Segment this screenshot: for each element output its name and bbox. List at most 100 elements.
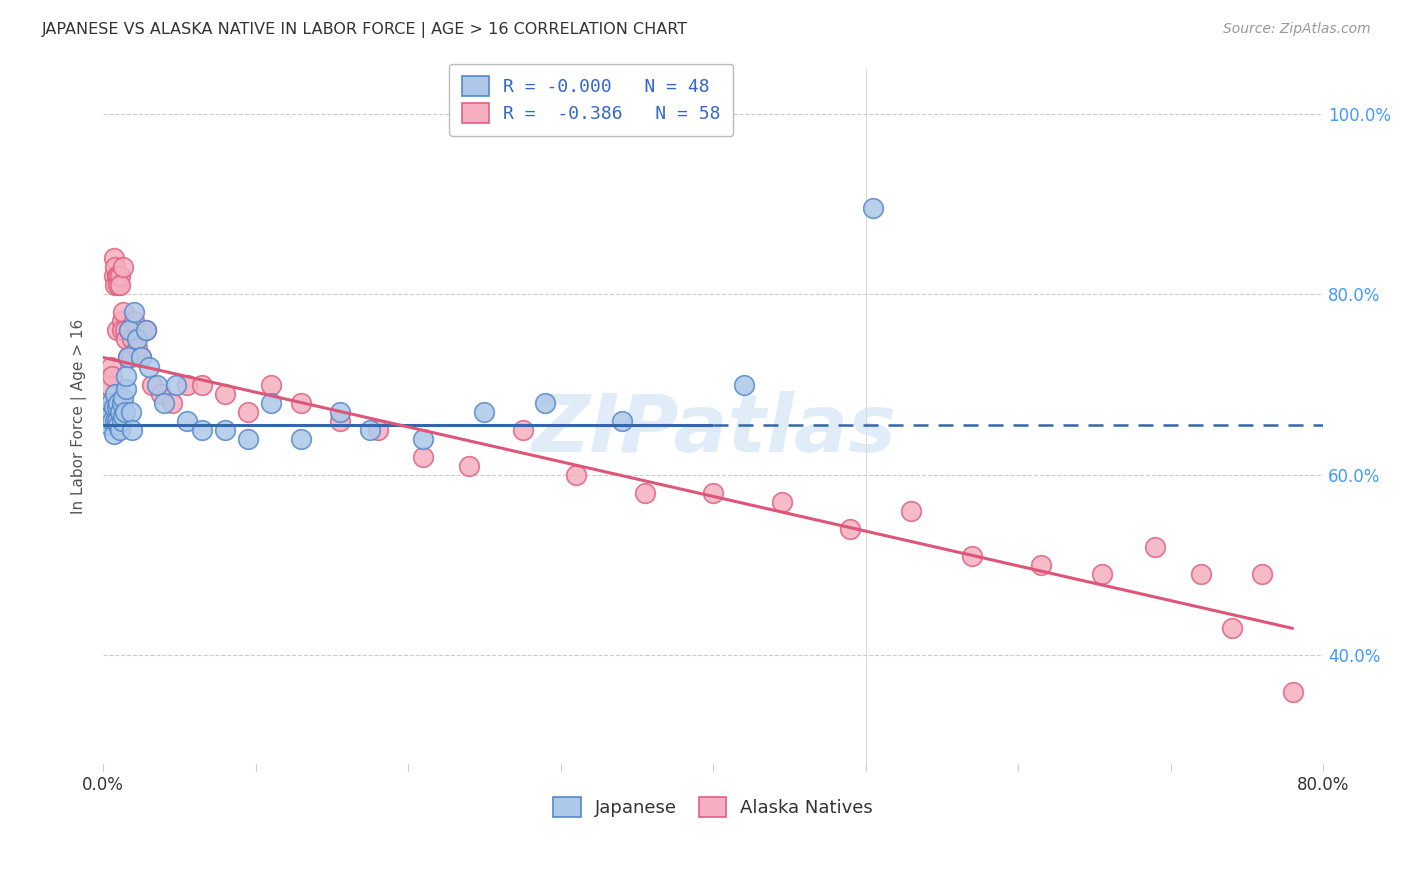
Point [135, 323, 157, 337]
Point [236, 404, 259, 418]
Point [141, 377, 163, 392]
Point [115, 382, 138, 396]
Point [121, 333, 143, 347]
Point [214, 386, 236, 401]
Point [121, 423, 143, 437]
Point [112, 260, 135, 275]
Point [101, 414, 124, 428]
Point [125, 333, 148, 347]
Point [1189, 567, 1212, 582]
Point [105, 269, 128, 284]
Point [1091, 567, 1114, 582]
Point [118, 323, 141, 337]
Point [107, 278, 129, 293]
Point [135, 323, 157, 337]
Point [191, 377, 214, 392]
Point [702, 486, 724, 500]
Point [165, 377, 187, 392]
Text: JAPANESE VS ALASKA NATIVE IN LABOR FORCE | AGE > 16 CORRELATION CHART: JAPANESE VS ALASKA NATIVE IN LABOR FORCE… [42, 22, 689, 38]
Point [565, 467, 588, 482]
Point [107, 269, 129, 284]
Point [260, 395, 283, 409]
Point [107, 395, 129, 409]
Point [104, 260, 127, 275]
Point [105, 414, 128, 428]
Point [97, 377, 120, 392]
Point [150, 386, 173, 401]
Point [103, 251, 125, 265]
Point [359, 423, 381, 437]
Point [367, 423, 389, 437]
Point [191, 423, 214, 437]
Point [110, 314, 132, 328]
Point [1029, 558, 1052, 573]
Point [114, 323, 136, 337]
Point [160, 395, 183, 409]
Point [839, 522, 862, 536]
Point [131, 351, 153, 365]
Point [120, 351, 142, 365]
Text: ZIPatlas: ZIPatlas [530, 391, 896, 469]
Point [103, 400, 125, 414]
Point [108, 404, 131, 418]
Point [122, 305, 145, 319]
Text: Source: ZipAtlas.com: Source: ZipAtlas.com [1223, 22, 1371, 37]
Point [96, 404, 118, 418]
Point [117, 351, 139, 365]
Point [412, 432, 434, 446]
Point [110, 414, 132, 428]
Point [1281, 684, 1303, 698]
Point [733, 377, 755, 392]
Point [534, 395, 557, 409]
Point [138, 359, 160, 374]
Point [900, 504, 922, 518]
Point [108, 278, 131, 293]
Point [112, 409, 135, 424]
Point [770, 495, 793, 509]
Point [105, 400, 128, 414]
Point [117, 351, 139, 365]
Point [103, 427, 125, 442]
Point [115, 368, 138, 383]
Point [108, 269, 131, 284]
Point [118, 323, 141, 337]
Point [1220, 621, 1243, 635]
Point [100, 359, 122, 374]
Point [105, 323, 128, 337]
Point [290, 432, 312, 446]
Point [153, 395, 176, 409]
Point [98, 404, 121, 418]
Point [145, 377, 167, 392]
Point [110, 395, 132, 409]
Point [862, 202, 884, 216]
Point [633, 486, 655, 500]
Point [131, 351, 153, 365]
Point [122, 314, 145, 328]
Point [329, 404, 352, 418]
Point [176, 377, 198, 392]
Point [962, 549, 984, 563]
Y-axis label: In Labor Force | Age > 16: In Labor Force | Age > 16 [72, 318, 87, 514]
Point [236, 432, 259, 446]
Point [112, 305, 135, 319]
Point [458, 458, 481, 473]
Point [474, 404, 496, 418]
Point [104, 414, 127, 428]
Point [176, 414, 198, 428]
Point [104, 278, 127, 293]
Point [290, 395, 312, 409]
Point [412, 450, 434, 464]
Point [1144, 540, 1167, 554]
Point [101, 368, 124, 383]
Point [112, 391, 135, 405]
Point [97, 409, 120, 424]
Point [214, 423, 236, 437]
Point [115, 333, 138, 347]
Point [125, 342, 148, 356]
Point [120, 404, 142, 418]
Legend: Japanese, Alaska Natives: Japanese, Alaska Natives [546, 790, 880, 824]
Point [107, 418, 129, 433]
Point [96, 395, 118, 409]
Point [103, 269, 125, 284]
Point [110, 323, 132, 337]
